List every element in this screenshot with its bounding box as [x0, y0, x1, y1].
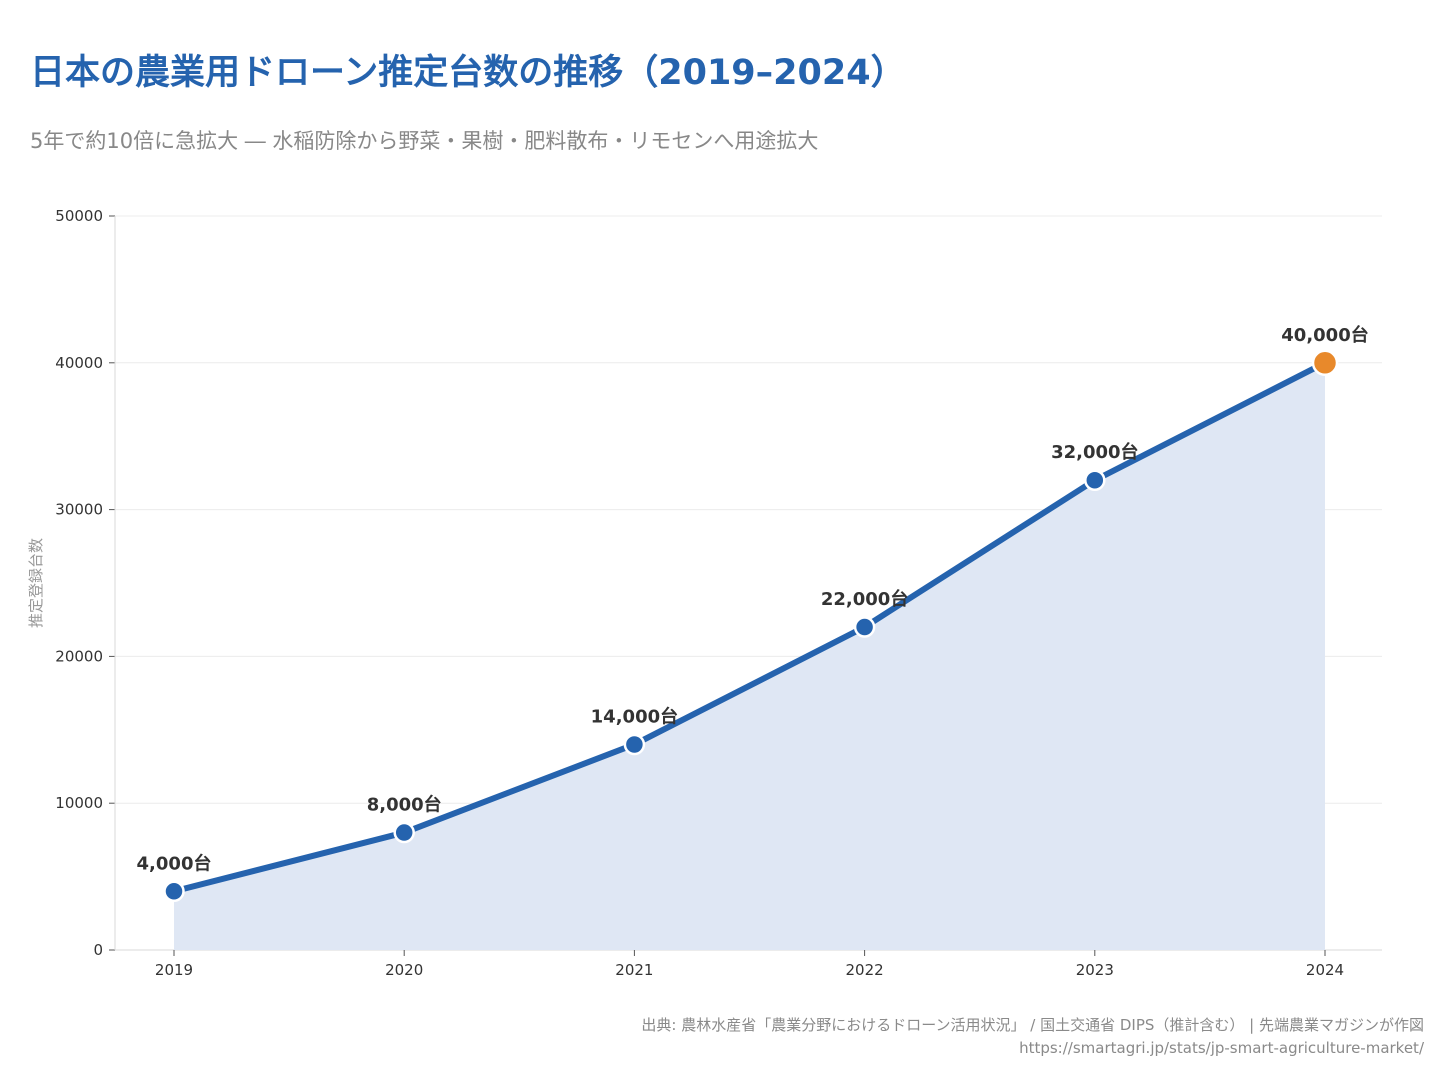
y-tick-label: 20000	[55, 647, 103, 665]
data-label: 40,000台	[1281, 324, 1368, 346]
y-tick-label: 30000	[55, 501, 103, 519]
y-tick-label: 50000	[55, 207, 103, 225]
data-point	[163, 880, 185, 903]
x-tick-label: 2019	[155, 961, 193, 979]
y-axis-label: 推定登録台数	[27, 538, 45, 628]
y-tick-label: 40000	[55, 354, 103, 372]
y-tick-label: 10000	[55, 794, 103, 812]
data-label: 14,000台	[591, 705, 678, 727]
source-url: https://smartagri.jp/stats/jp-smart-agri…	[1019, 1039, 1424, 1057]
data-point	[393, 821, 415, 844]
series-line	[171, 359, 1328, 895]
data-label: 32,000台	[1051, 441, 1138, 463]
x-tick-label: 2020	[385, 961, 423, 979]
y-tick-label: 0	[93, 941, 103, 959]
data-point	[1084, 469, 1106, 491]
chart-title: 日本の農業用ドローン推定台数の推移（2019–2024）	[30, 53, 906, 93]
x-tick-label: 2023	[1076, 961, 1114, 979]
data-point	[623, 733, 646, 756]
area-fill	[174, 362, 1325, 950]
x-tick-label: 2022	[846, 961, 884, 979]
chart-subtitle: 5年で約10倍に急拡大 ― 水稲防除から野菜・果樹・肥料散布・リモセンへ用途拡大	[30, 129, 819, 153]
source-note: 出典: 農林水産省「農業分野におけるドローン活用状況」 / 国土交通省 DIPS…	[641, 1016, 1424, 1034]
data-point	[853, 616, 876, 638]
x-tick-label: 2024	[1306, 961, 1344, 979]
data-label: 8,000台	[367, 794, 442, 816]
x-tick-label: 2021	[615, 961, 653, 979]
data-label: 22,000台	[821, 588, 908, 610]
data-label: 4,000台	[137, 852, 212, 874]
data-point-highlight	[1311, 349, 1339, 377]
